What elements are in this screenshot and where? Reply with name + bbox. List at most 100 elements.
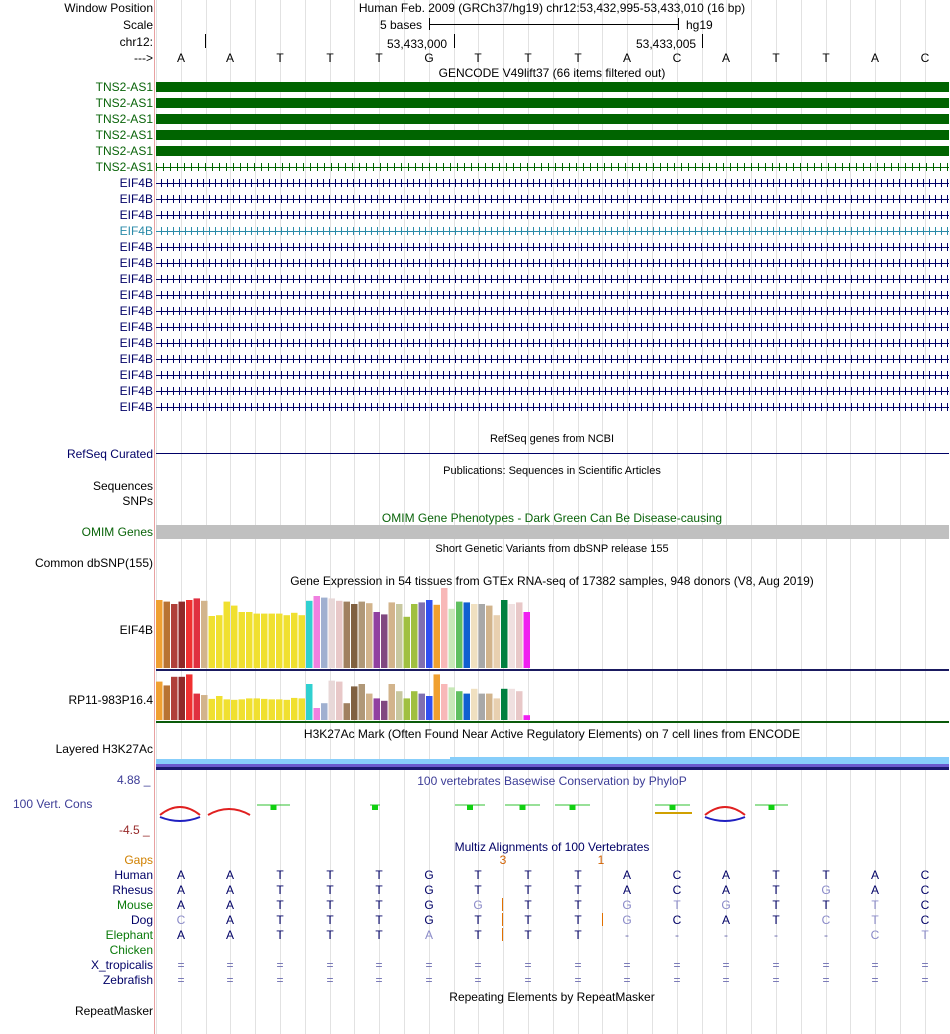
gtex-bar-rp11[interactable]: [163, 685, 171, 720]
gtex-bar-rp11[interactable]: [486, 693, 493, 720]
gtex-bar-eif4b[interactable]: [216, 615, 223, 668]
gtex-bar-rp11[interactable]: [501, 688, 508, 720]
gene-label-eif4b[interactable]: EIF4B: [119, 272, 153, 286]
gene-feature-tns2-as1[interactable]: [156, 130, 949, 140]
gtex-bar-eif4b[interactable]: [171, 604, 178, 668]
gene-feature-tns2-as1[interactable]: [156, 114, 949, 124]
h3k27ac-label[interactable]: Layered H3K27Ac: [55, 742, 153, 756]
gtex-bar-eif4b[interactable]: [208, 616, 216, 668]
gtex-bar-eif4b[interactable]: [276, 613, 283, 668]
gtex-gene2-label[interactable]: RP11-983P16.4: [68, 693, 153, 707]
gene-label-tns2-as1[interactable]: TNS2-AS1: [95, 96, 153, 110]
gene-label-tns2-as1[interactable]: TNS2-AS1: [95, 80, 153, 94]
gtex-bar-eif4b[interactable]: [403, 616, 411, 668]
gene-feature-eif4b[interactable]: [156, 179, 949, 187]
gtex-bar-rp11[interactable]: [403, 698, 411, 720]
species-label[interactable]: X_tropicalis: [90, 958, 153, 972]
species-label[interactable]: Dog: [130, 913, 153, 927]
gtex-bar-eif4b[interactable]: [291, 612, 298, 668]
gtex-bar-rp11[interactable]: [231, 699, 238, 720]
gtex-bar-eif4b[interactable]: [486, 605, 493, 668]
gtex-bar-rp11[interactable]: [238, 699, 246, 720]
gene-feature-eif4b[interactable]: [156, 211, 949, 219]
gtex-bar-rp11[interactable]: [493, 698, 501, 720]
gtex-bar-eif4b[interactable]: [321, 597, 328, 668]
gtex-bar-rp11[interactable]: [373, 698, 381, 720]
gene-feature-eif4b[interactable]: [156, 195, 949, 203]
gaps-label[interactable]: Gaps: [124, 853, 153, 867]
gtex-bar-rp11[interactable]: [358, 684, 366, 720]
gtex-bar-eif4b[interactable]: [501, 600, 508, 668]
h3k27ac-layer-light[interactable]: [156, 759, 949, 764]
chrom-label[interactable]: chr12:: [119, 35, 153, 49]
gtex-bar-eif4b[interactable]: [471, 604, 478, 668]
gene-label-eif4b[interactable]: EIF4B: [119, 288, 153, 302]
species-label[interactable]: Mouse: [116, 898, 153, 912]
gtex-bar-eif4b[interactable]: [478, 604, 486, 668]
gtex-bar-rp11[interactable]: [388, 684, 396, 720]
gtex-bar-rp11[interactable]: [418, 693, 426, 720]
gtex-bar-eif4b[interactable]: [411, 604, 418, 668]
gtex-bar-rp11[interactable]: [523, 715, 531, 720]
gene-label-eif4b[interactable]: EIF4B: [119, 240, 153, 254]
gtex-bar-rp11[interactable]: [171, 676, 178, 720]
gene-feature-eif4b[interactable]: [156, 243, 949, 251]
gtex-bar-eif4b[interactable]: [306, 600, 313, 668]
gtex-bar-eif4b[interactable]: [268, 613, 276, 668]
gtex-bar-rp11[interactable]: [261, 698, 268, 720]
gtex-bar-rp11[interactable]: [156, 681, 163, 720]
gene-label-eif4b[interactable]: EIF4B: [119, 352, 153, 366]
gtex-bar-rp11[interactable]: [381, 700, 388, 720]
gtex-bar-rp11[interactable]: [343, 703, 351, 720]
species-label[interactable]: Chicken: [109, 943, 153, 957]
gene-feature-tns2-as1[interactable]: [156, 146, 949, 156]
gtex-bar-eif4b[interactable]: [298, 615, 306, 668]
gtex-bar-eif4b[interactable]: [456, 601, 463, 668]
gtex-bar-rp11[interactable]: [291, 697, 298, 720]
gtex-bar-eif4b[interactable]: [283, 615, 291, 668]
repeatmasker-label[interactable]: RepeatMasker: [74, 1004, 153, 1018]
gene-label-eif4b[interactable]: EIF4B: [119, 208, 153, 222]
gene-label-eif4b[interactable]: EIF4B: [119, 176, 153, 190]
gtex-bar-rp11[interactable]: [366, 693, 373, 720]
gtex-bar-eif4b[interactable]: [381, 614, 388, 668]
gene-label-tns2-as1[interactable]: TNS2-AS1: [95, 128, 153, 142]
gene-feature-eif4b[interactable]: [156, 387, 949, 395]
gtex-bar-eif4b[interactable]: [186, 600, 193, 668]
species-label[interactable]: Zebrafish: [102, 973, 153, 987]
gtex-bar-eif4b[interactable]: [336, 600, 343, 668]
gtex-bar-eif4b[interactable]: [463, 602, 471, 668]
gencode-title[interactable]: GENCODE V49lift37 (66 items filtered out…: [438, 66, 666, 80]
gene-label-eif4b[interactable]: EIF4B: [119, 256, 153, 270]
gtex-chart[interactable]: [0, 585, 950, 725]
gtex-bar-rp11[interactable]: [456, 691, 463, 720]
gtex-bar-rp11[interactable]: [328, 680, 336, 720]
refseq-label[interactable]: RefSeq Curated: [66, 447, 153, 461]
gtex-bar-rp11[interactable]: [306, 684, 313, 720]
gtex-bar-eif4b[interactable]: [253, 613, 261, 668]
gtex-bar-eif4b[interactable]: [441, 588, 448, 668]
gtex-bar-eif4b[interactable]: [516, 602, 523, 668]
gtex-bar-eif4b[interactable]: [193, 598, 201, 668]
species-label[interactable]: Human: [114, 868, 153, 882]
window-position-label[interactable]: Window Position: [64, 1, 153, 15]
gtex-bar-rp11[interactable]: [276, 699, 283, 720]
gtex-bar-rp11[interactable]: [411, 691, 418, 720]
gene-label-eif4b[interactable]: EIF4B: [119, 336, 153, 350]
gtex-bar-eif4b[interactable]: [343, 601, 351, 668]
gene-feature-eif4b[interactable]: [156, 275, 949, 283]
gtex-bar-rp11[interactable]: [351, 686, 358, 720]
gene-feature-eif4b[interactable]: [156, 355, 949, 363]
gene-feature-eif4b[interactable]: [156, 307, 949, 315]
gtex-bar-rp11[interactable]: [283, 699, 291, 720]
gtex-bar-eif4b[interactable]: [261, 613, 268, 668]
gtex-bar-rp11[interactable]: [321, 703, 328, 720]
gene-feature-eif4b[interactable]: [156, 371, 949, 379]
gene-feature-tns2-as1[interactable]: [156, 98, 949, 108]
gene-label-eif4b[interactable]: EIF4B: [119, 192, 153, 206]
gene-label-eif4b[interactable]: EIF4B: [119, 384, 153, 398]
gtex-bar-rp11[interactable]: [463, 693, 471, 720]
gene-feature-eif4b[interactable]: [156, 323, 949, 331]
cons-graph[interactable]: [0, 795, 950, 830]
gtex-bar-eif4b[interactable]: [231, 605, 238, 668]
